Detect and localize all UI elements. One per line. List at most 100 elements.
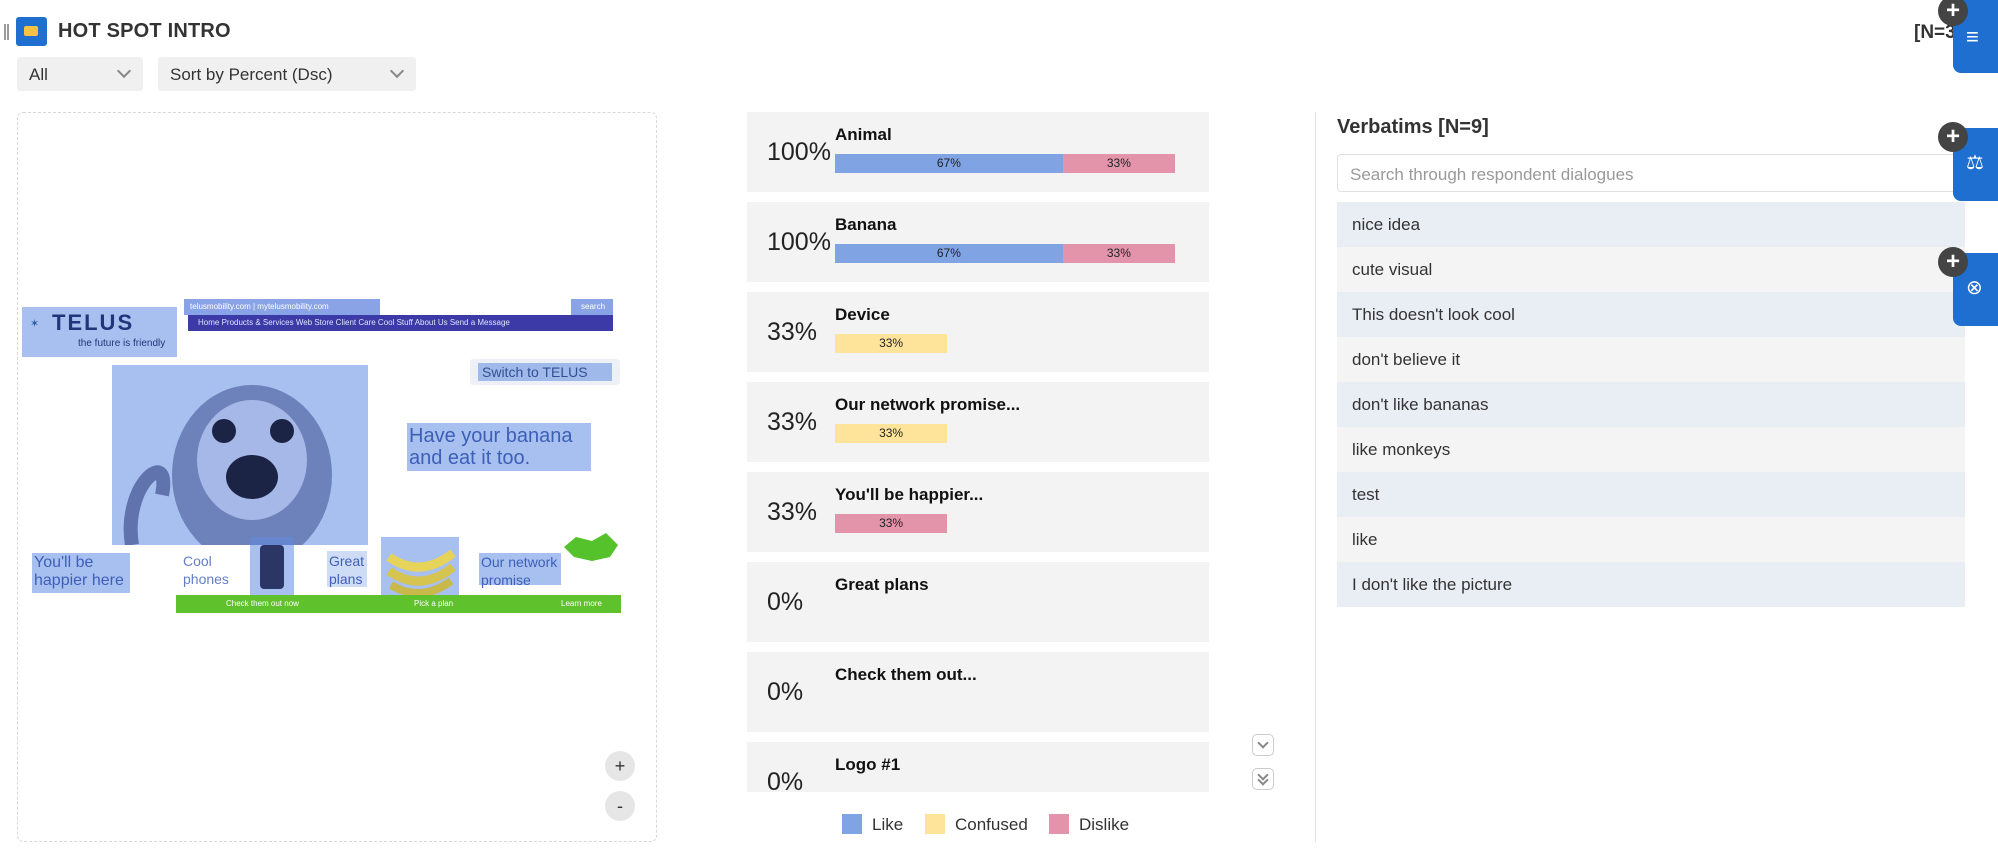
chevron-down-icon	[116, 63, 132, 79]
result-label: Our network promise...	[835, 395, 1021, 414]
verbatim-item[interactable]: like monkeys	[1337, 427, 1965, 472]
page-title: HOT SPOT INTRO	[58, 20, 231, 42]
headline-text: Have your banana and eat it too.	[409, 425, 573, 469]
legend-confused-label: Confused	[955, 815, 1028, 834]
banana-icon	[386, 549, 456, 598]
result-percent: 100%	[767, 138, 831, 166]
result-percent: 33%	[767, 318, 818, 346]
like-bar: 67%	[835, 154, 1063, 173]
respondent-count: [N=3	[1914, 22, 1956, 43]
add-weighting-button[interactable]: +	[1938, 122, 1968, 152]
verbatim-item[interactable]: This doesn't look cool	[1337, 292, 1965, 337]
verbatim-item[interactable]: I don't like the picture	[1337, 562, 1965, 607]
verbatim-item[interactable]: cute visual	[1337, 247, 1965, 292]
group-select[interactable]: All	[17, 57, 143, 91]
result-percent: 0%	[767, 588, 804, 616]
result-row[interactable]: 33% You'll be happier... 33%	[747, 472, 1209, 552]
result-row[interactable]: 100% Animal 67% 33%	[747, 112, 1209, 192]
scale-icon: ⚖	[1966, 152, 1984, 174]
like-bar: 67%	[835, 244, 1063, 263]
result-label: Logo #1	[835, 755, 901, 774]
sort-select-value: Sort by Percent (Dsc)	[170, 65, 333, 84]
scroll-down-button[interactable]	[1252, 734, 1274, 756]
hotspot-headline[interactable]: Have your banana and eat it too.	[407, 423, 591, 471]
search-link: search	[571, 299, 613, 315]
hotspot-banana[interactable]	[381, 537, 459, 601]
legend-dislike: Dislike	[1049, 814, 1129, 835]
zoom-out-button[interactable]: -	[605, 791, 635, 821]
legend-like-label: Like	[872, 815, 904, 834]
legend-confused: Confused	[925, 814, 1028, 835]
hotspot-image-panel[interactable]: ✶ TELUS the future is friendly telusmobi…	[17, 112, 657, 842]
verbatim-item[interactable]: like	[1337, 517, 1965, 562]
result-label: Banana	[835, 215, 897, 234]
switch-button-frame: Switch to TELUS	[470, 359, 620, 385]
switch-to-telus: Switch to TELUS	[478, 363, 612, 381]
phone-icon	[260, 545, 284, 589]
green-cta-bar: Check them out now Pick a plan Learn mor…	[176, 595, 621, 613]
legend-like: Like	[842, 814, 903, 835]
result-label: Device	[835, 305, 890, 324]
hotspot-question-icon	[16, 17, 47, 46]
network-text: Our network promise	[481, 554, 558, 588]
result-label: You'll be happier...	[835, 485, 984, 504]
filter-icon: ≡	[1966, 24, 1979, 49]
result-label: Animal	[835, 125, 892, 144]
verbatims-title: Verbatims [N=9]	[1337, 116, 1489, 138]
hotspot-device[interactable]	[250, 537, 294, 595]
telus-tagline: the future is friendly	[78, 338, 166, 349]
telus-leaf-icon: ✶	[30, 318, 40, 330]
verbatim-item[interactable]: nice idea	[1337, 202, 1965, 247]
telus-logo-text: TELUS	[52, 310, 135, 335]
result-label: Great plans	[835, 575, 929, 594]
confused-bar: 33%	[835, 424, 948, 443]
dislike-swatch	[1049, 814, 1069, 834]
top-links: telusmobility.com | mytelusmobility.com	[184, 299, 380, 315]
divider	[1315, 112, 1316, 842]
nav-bar: Home Products & Services Web Store Clien…	[188, 315, 613, 331]
monkey-illustration-icon	[123, 385, 332, 545]
cool-phones-block: Cool phones	[179, 551, 235, 587]
verbatim-search-input[interactable]: Search through respondent dialogues	[1337, 154, 1967, 192]
verbatim-item[interactable]: don't believe it	[1337, 337, 1965, 382]
result-row[interactable]: 0% Great plans	[747, 562, 1209, 642]
group-select-value: All	[29, 65, 48, 84]
add-filter-button[interactable]: +	[1938, 0, 1968, 26]
add-variable-button[interactable]: +	[1938, 247, 1968, 277]
like-swatch	[842, 814, 862, 834]
stimulus-webpage: ✶ TELUS the future is friendly telusmobi…	[22, 299, 640, 619]
result-percent: 0%	[767, 678, 804, 706]
verbatim-item[interactable]: test	[1337, 472, 1965, 517]
confused-swatch	[925, 814, 945, 834]
dislike-bar: 33%	[835, 514, 948, 533]
cta-pick-a-plan: Pick a plan	[414, 599, 454, 608]
chevron-down-icon	[389, 63, 405, 79]
hotspot-animal[interactable]	[112, 365, 368, 545]
hotspot-logo[interactable]: ✶ TELUS the future is friendly	[22, 307, 177, 357]
result-row[interactable]: 33% Our network promise... 33%	[747, 382, 1209, 462]
hotspot-network-promise[interactable]: Our network promise	[479, 553, 561, 588]
hotspot-youll-be-happier[interactable]: You'll be happier here	[32, 553, 130, 593]
result-percent: 33%	[767, 408, 818, 436]
happier-text: You'll be happier here	[34, 554, 124, 589]
zoom-in-button[interactable]: +	[605, 751, 635, 781]
result-row[interactable]: 100% Banana 67% 33%	[747, 202, 1209, 282]
great-plans-block: Great plans	[327, 551, 367, 587]
result-row[interactable]: 0% Check them out...	[747, 652, 1209, 732]
result-percent: 0%	[767, 768, 804, 792]
result-row[interactable]: 0% Logo #1	[747, 742, 1209, 792]
drag-handle[interactable]	[4, 24, 9, 40]
sort-select[interactable]: Sort by Percent (Dsc)	[158, 57, 416, 91]
cta-check-them-out: Check them out now	[226, 599, 299, 608]
confused-bar: 33%	[835, 334, 948, 353]
result-label: Check them out...	[835, 665, 977, 684]
variable-icon: ⊗	[1966, 277, 1983, 299]
result-percent: 100%	[767, 228, 831, 256]
dislike-bar: 33%	[1062, 244, 1175, 263]
result-percent: 33%	[767, 498, 818, 526]
result-row[interactable]: 33% Device 33%	[747, 292, 1209, 372]
verbatim-item[interactable]: don't like bananas	[1337, 382, 1965, 427]
scroll-to-bottom-button[interactable]	[1252, 768, 1274, 790]
legend-dislike-label: Dislike	[1079, 815, 1130, 834]
great-plans-text: Great plans	[329, 553, 365, 587]
